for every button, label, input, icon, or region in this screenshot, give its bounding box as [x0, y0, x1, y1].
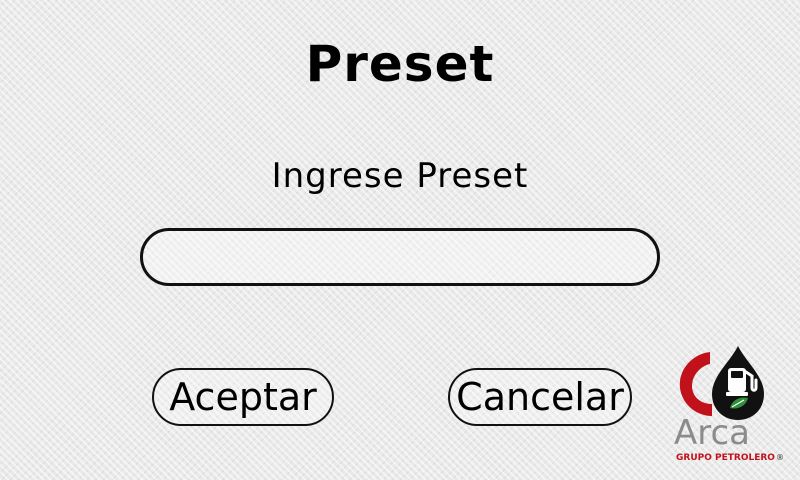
page-title: Preset	[305, 35, 495, 93]
leaf-vein	[731, 399, 745, 408]
arca-logo-mark	[679, 346, 764, 420]
fuel-pump-icon	[726, 368, 758, 396]
logo-subtitle: GRUPO PETROLERO	[676, 453, 775, 463]
registered-mark: ®	[776, 453, 784, 462]
accept-button[interactable]: Aceptar	[152, 368, 334, 426]
preset-prompt-label: Ingrese Preset	[271, 156, 529, 196]
cancel-button[interactable]: Cancelar	[448, 368, 632, 426]
arca-logo: Arca GRUPO PETROLERO ®	[666, 342, 794, 474]
c-ring-icon	[679, 352, 712, 416]
logo-name: Arca	[674, 413, 751, 453]
preset-input-container[interactable]	[140, 228, 660, 286]
preset-input[interactable]	[143, 231, 657, 283]
